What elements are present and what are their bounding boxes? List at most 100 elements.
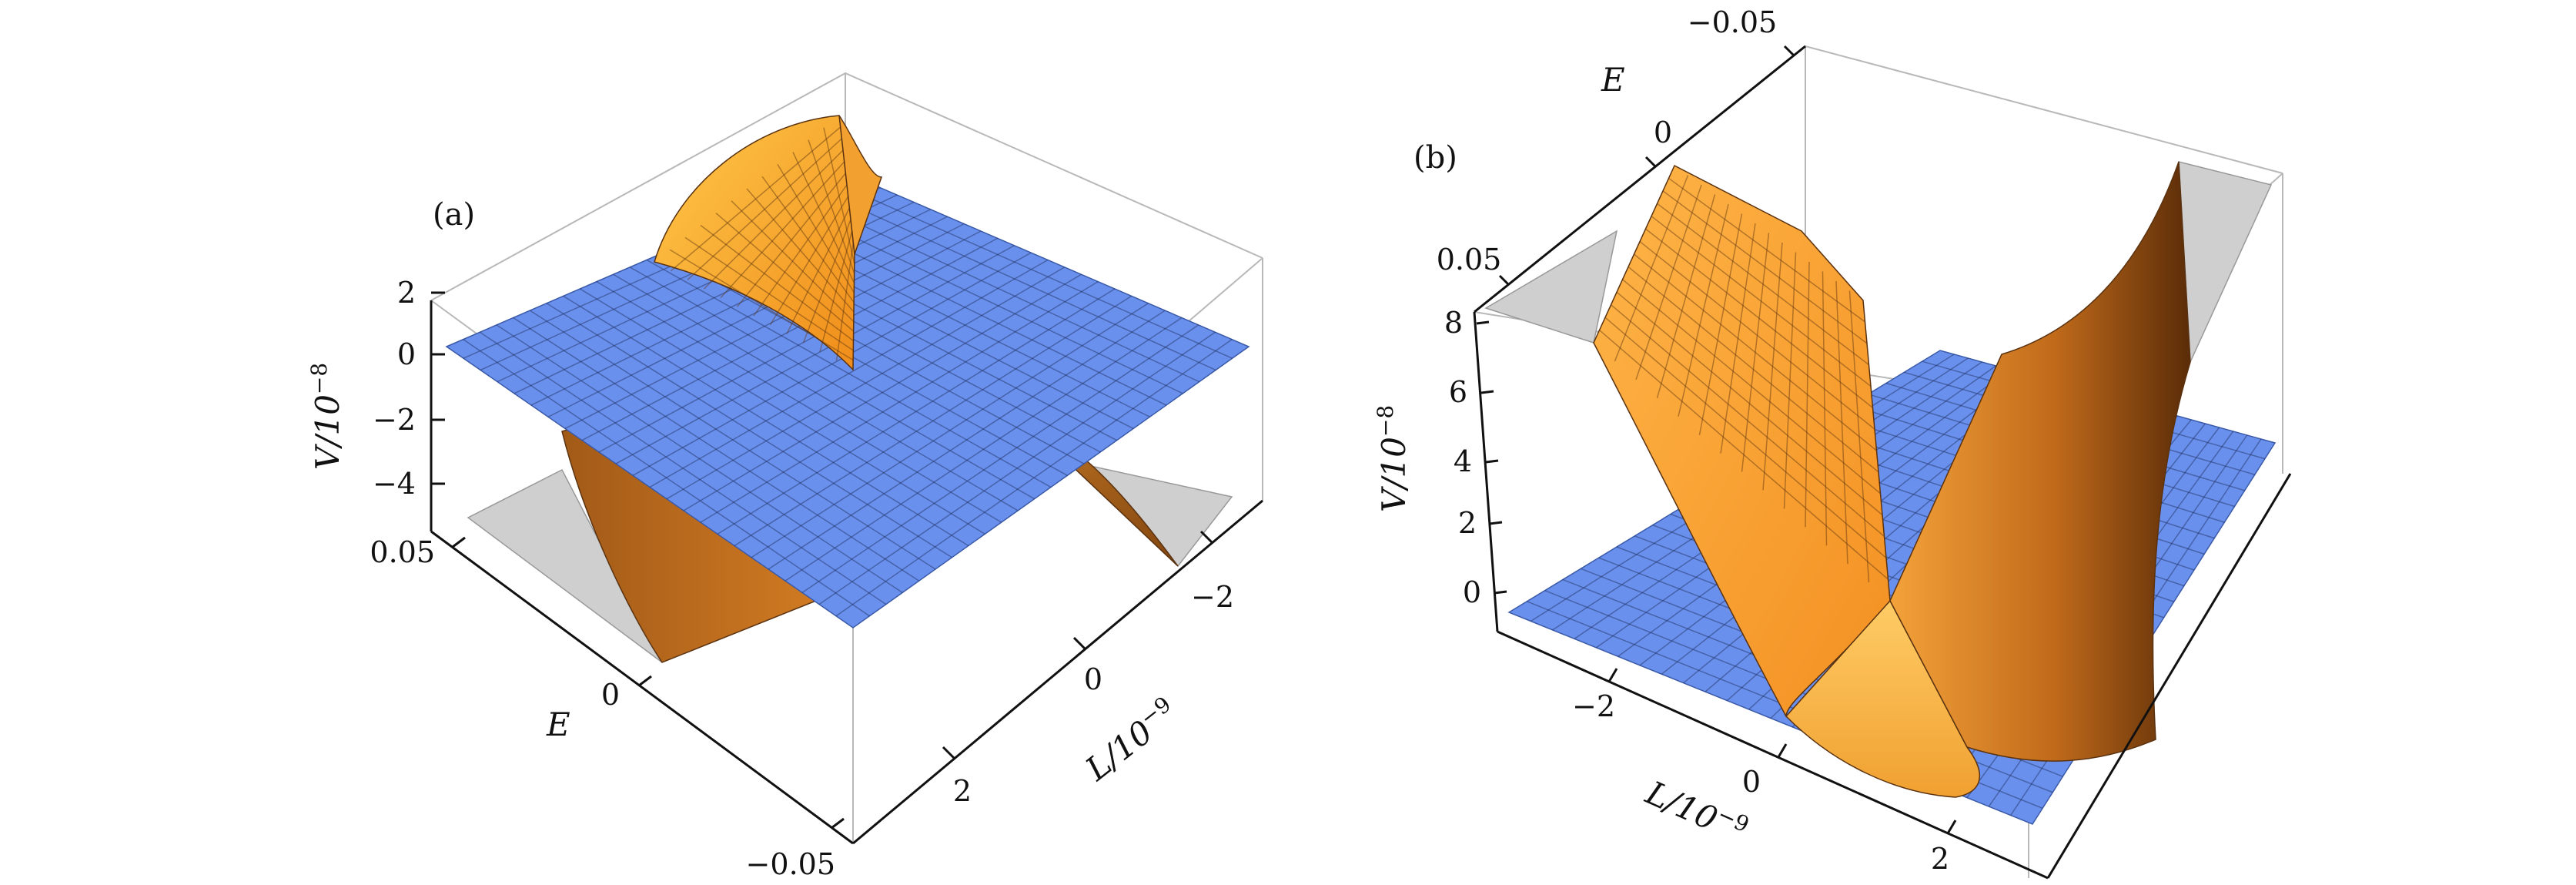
mesh-line [1783,252,1797,509]
mesh-line [563,295,969,547]
mesh-line [1639,240,1875,430]
mesh-line [734,295,1132,547]
mesh-line [646,259,1052,488]
mesh-line [632,252,1032,476]
mesh-line [1634,253,1877,451]
panel-b-l-tick-label: 0 [1742,765,1761,799]
mesh-line [581,230,982,441]
mesh-line [529,310,936,570]
mesh-line [751,303,1149,558]
panel-b-e-axis [1474,45,1806,313]
mesh-line [720,161,845,299]
panel-b-e-axis-label: E [1601,61,1625,99]
panel-a-surface-upper-back [838,115,883,255]
mesh-line [1604,317,1887,558]
mesh-line [835,242,855,361]
mesh-line [615,245,1015,464]
panel-b-l-tick-label: −2 [1572,689,1615,723]
mesh-line [1720,223,1756,454]
panel-a-e-tick-label: −0.05 [746,847,835,881]
mesh-line [801,324,1199,593]
mesh-line [1662,190,1868,344]
mesh-line [1848,290,1870,583]
mesh-line [753,184,848,317]
panel-b-v-tick-label: 6 [1449,375,1467,409]
mesh-line [813,187,1216,371]
mesh-line [1622,279,1881,494]
mesh-line [629,267,1035,500]
panel-b-label: (b) [1413,140,1457,176]
panel-b-l-tick-label: 2 [1931,842,1949,876]
panel-b-e-ticks: −0.05 0 0.05 [1437,5,1795,287]
panel-b-v-axis [1473,311,1499,632]
panel-a-l-axis-label: L/10−9 [1076,691,1185,788]
mesh-line [700,280,1099,523]
panel-a-label: (a) [433,197,475,233]
mesh-line [683,273,1082,511]
mesh-line [649,259,1049,488]
mesh-line [792,152,855,283]
panel-a-v-tick-label: −2 [373,403,416,437]
panel-b-surface-mesh [1599,175,1889,583]
mesh-line [564,223,965,430]
mesh-line [513,317,920,582]
panel-b-e-tick-label: 0.05 [1437,243,1502,277]
mesh-line [786,207,851,334]
mesh-line [687,138,842,280]
mesh-line [1668,177,1865,323]
panel-b-v-tick-label: 8 [1444,306,1463,340]
mesh-line [684,236,854,351]
mesh-line [598,237,999,453]
mesh-line [819,230,853,352]
mesh-line [1645,228,1873,408]
mesh-line [769,196,849,326]
panel-b-l-ticks: −2 0 2 [1572,668,1957,876]
panel-a-v-axis-label: V/10−8 [306,363,347,470]
mesh-line [1616,291,1883,516]
panel-b-v-tick-label: 0 [1463,575,1481,609]
mesh-line [808,139,855,274]
mesh-line [785,317,1183,582]
mesh-line [579,288,985,535]
panel-b-l-axis-label: L/10−9 [1640,771,1753,851]
mesh-line [663,252,1068,476]
panel-a-v-tick-label: −4 [373,467,416,501]
mesh-line [666,267,1066,500]
mesh-line [1805,261,1810,528]
mesh-line [463,339,870,617]
panel-a-e-tick-label: 0.05 [370,535,435,569]
mesh-line [1657,203,1869,366]
mesh-line [1822,271,1828,546]
mesh-line [1614,175,1689,362]
mesh-line [1599,330,1889,580]
mesh-line [731,200,855,323]
mesh-line [1628,266,1879,473]
mesh-line [818,331,1216,605]
panel-a-v-tick-label: 2 [397,276,416,310]
mesh-line [703,149,844,290]
mesh-line [1762,242,1783,491]
mesh-line [768,310,1166,570]
mesh-line [835,339,1233,617]
mesh-line [736,173,846,307]
panel-b-v-tick-label: 2 [1458,506,1477,540]
panel-b-e-axis-front [2046,473,2292,879]
panel-a-l-tick-label: 0 [1084,662,1102,696]
mesh-line [715,213,855,332]
panel-a-l-ticks: −2 0 2 [942,530,1234,808]
panel-a-e-ticks: 0.05 0 −0.05 [370,535,845,881]
mesh-line [669,249,854,361]
panel-a-e-axis-label: E [546,706,570,743]
mesh-line [547,216,948,417]
panel-a-l-tick-label: 2 [953,774,972,808]
panel-a-l-axis [852,499,1263,845]
mesh-line [1611,304,1885,538]
panel-a-e-tick-label: 0 [601,678,620,712]
panel-b-e-tick-label: 0 [1654,116,1672,149]
mesh-line [830,179,1233,359]
panel-b-cap-left [1484,230,1618,344]
mesh-line [479,331,887,605]
panel-b-surface-right [1889,161,2191,762]
mesh-line [746,188,855,313]
